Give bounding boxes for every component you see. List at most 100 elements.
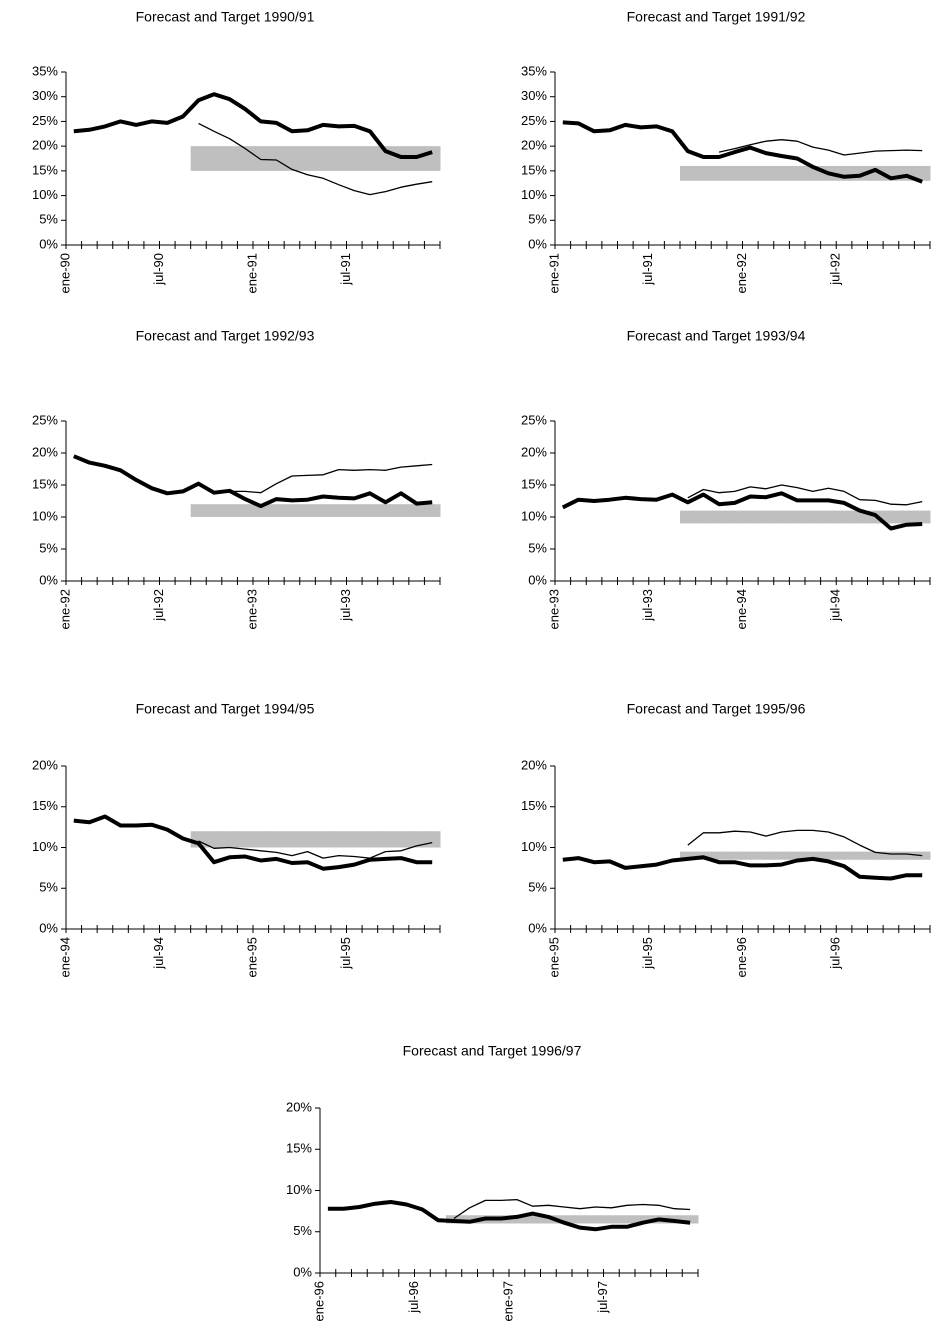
- target-band: [330, 831, 347, 848]
- target-band: [883, 510, 900, 524]
- target-band: [680, 510, 697, 524]
- target-band: [509, 1215, 526, 1224]
- chart: Forecast and Target 1995/96 0% 5% 10% 15% 20%…: [521, 701, 931, 977]
- x-tick-label: ene-90: [57, 253, 72, 293]
- x-tick-label: jul-93: [640, 589, 655, 622]
- data-line: [718, 139, 923, 156]
- target-band: [346, 504, 363, 517]
- target-band: [221, 146, 238, 171]
- y-tick-label: 20%: [521, 757, 547, 772]
- x-tick-label: ene-95: [546, 937, 561, 977]
- y-tick-label: 0%: [528, 572, 547, 587]
- target-band: [742, 510, 759, 524]
- y-tick-label: 35%: [521, 63, 547, 78]
- data-line: [687, 829, 923, 857]
- x-tick-label: jul-96: [406, 1281, 421, 1314]
- chart: Forecast and Target 1994/95 0% 5% 10% 15% 20%…: [32, 701, 441, 977]
- y-tick-label: 0%: [528, 236, 547, 251]
- target-band: [695, 510, 712, 524]
- target-band: [284, 831, 301, 848]
- target-band: [836, 851, 853, 860]
- x-tick-label: jul-94: [151, 937, 166, 970]
- data-line: [73, 814, 433, 871]
- chart: Forecast and Target 1992/93 0% 5% 10% 15% 20%…: [32, 328, 441, 629]
- target-band: [540, 1215, 557, 1224]
- y-tick-label: 5%: [39, 880, 58, 895]
- target-band: [603, 1215, 620, 1224]
- target-band: [268, 146, 285, 171]
- target-band: [867, 851, 884, 860]
- y-tick-label: 25%: [32, 412, 58, 427]
- data-line: [198, 463, 433, 494]
- y-tick-label: 5%: [528, 880, 547, 895]
- x-tick-label: ene-96: [734, 937, 749, 977]
- data-line: [198, 122, 433, 196]
- target-band: [221, 504, 238, 517]
- target-band: [221, 831, 238, 848]
- target-band: [315, 504, 332, 517]
- x-tick-label: jul-95: [640, 937, 655, 970]
- y-tick-label: 15%: [32, 798, 58, 813]
- y-tick-label: 30%: [521, 88, 547, 103]
- target-band: [680, 165, 697, 181]
- x-tick-label: ene-91: [546, 253, 561, 293]
- y-tick-label: 15%: [521, 798, 547, 813]
- target-band: [461, 1215, 478, 1224]
- target-band: [237, 831, 254, 848]
- y-tick-label: 15%: [286, 1141, 312, 1156]
- target-band: [726, 165, 743, 181]
- target-band: [206, 146, 223, 171]
- chart: Forecast and Target 1993/94 0% 5% 10% 15% 20%…: [521, 328, 931, 629]
- target-band: [346, 146, 363, 171]
- target-band: [711, 510, 728, 524]
- target-band: [362, 504, 379, 517]
- data-line: [198, 840, 433, 859]
- y-tick-label: 10%: [32, 187, 58, 202]
- target-band: [253, 146, 270, 171]
- target-band: [726, 510, 743, 524]
- target-band: [237, 146, 254, 171]
- target-band: [284, 504, 301, 517]
- target-band: [268, 831, 285, 848]
- y-tick-label: 20%: [286, 1099, 312, 1114]
- target-band: [362, 146, 379, 171]
- x-tick-label: jul-91: [640, 253, 655, 286]
- y-tick-label: 25%: [521, 113, 547, 128]
- y-tick-label: 0%: [39, 572, 58, 587]
- x-tick-label: ene-96: [311, 1281, 326, 1321]
- target-band: [362, 831, 379, 848]
- target-band: [711, 165, 728, 181]
- target-band: [758, 165, 775, 181]
- target-band: [572, 1215, 589, 1224]
- target-band: [682, 1215, 699, 1224]
- target-band: [330, 146, 347, 171]
- target-band: [408, 831, 425, 848]
- x-tick-label: ene-95: [244, 937, 259, 977]
- target-band: [408, 504, 425, 517]
- data-line: [453, 1198, 691, 1220]
- data-line: [687, 484, 923, 506]
- data-line: [327, 1200, 691, 1232]
- y-tick-label: 10%: [32, 839, 58, 854]
- target-band: [914, 510, 931, 524]
- x-tick-label: jul-91: [338, 253, 353, 286]
- data-line: [73, 92, 433, 159]
- target-band: [206, 831, 223, 848]
- y-tick-label: 0%: [39, 920, 58, 935]
- y-tick-label: 20%: [32, 138, 58, 153]
- chart-title: Forecast and Target 1996/97: [403, 1043, 582, 1059]
- target-band: [424, 146, 441, 171]
- target-band: [914, 851, 931, 860]
- target-band: [424, 504, 441, 517]
- target-band: [524, 1215, 541, 1224]
- chart-title: Forecast and Target 1992/93: [136, 328, 315, 344]
- target-band: [758, 510, 775, 524]
- chart-title: Forecast and Target 1991/92: [627, 9, 806, 25]
- chart-title: Forecast and Target 1993/94: [627, 328, 806, 344]
- chart-title: Forecast and Target 1994/95: [136, 701, 315, 717]
- target-band: [789, 510, 806, 524]
- target-band: [556, 1215, 573, 1224]
- y-tick-label: 30%: [32, 88, 58, 103]
- target-band: [742, 851, 759, 860]
